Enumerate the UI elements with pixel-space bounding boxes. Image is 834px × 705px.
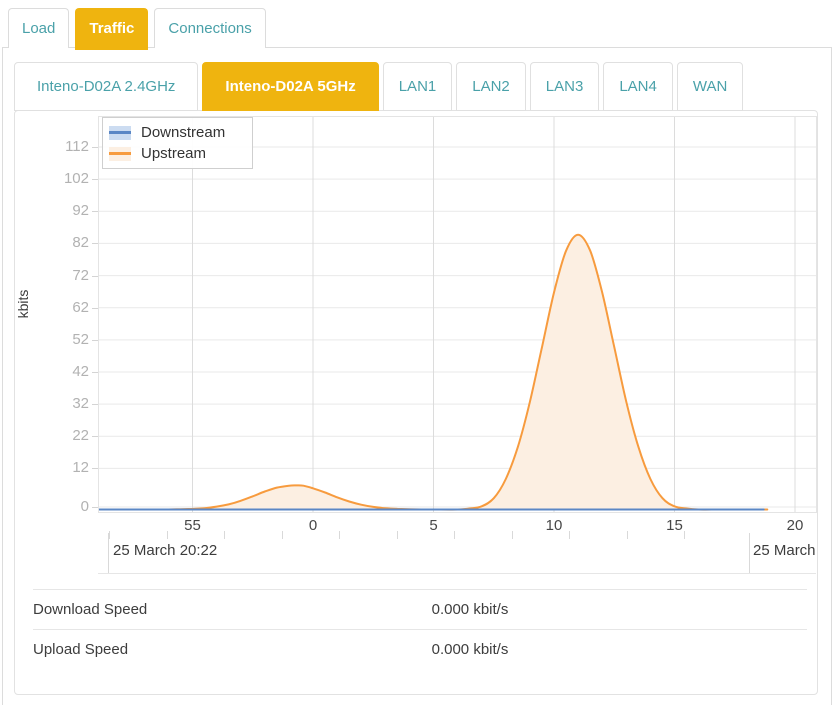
- speed-stats-table: Download Speed 0.000 kbit/s Upload Speed…: [33, 589, 807, 669]
- minor-tick-mark: [626, 531, 628, 539]
- y-tick-label: 12: [72, 459, 89, 477]
- traffic-chart-plot[interactable]: [97, 116, 817, 513]
- main-tab-bar: Load Traffic Connections: [8, 8, 266, 50]
- tab-lan3[interactable]: LAN3: [529, 62, 600, 111]
- legend-label: Upstream: [141, 145, 207, 162]
- tab-wan[interactable]: WAN: [676, 62, 744, 111]
- y-tick-mark: [92, 275, 98, 277]
- legend-label: Downstream: [141, 124, 226, 141]
- y-tick-mark: [92, 307, 98, 309]
- tab-inteno-d02a-5ghz[interactable]: Inteno-D02A 5GHz: [202, 62, 379, 111]
- y-tick-mark: [92, 404, 98, 406]
- range-start-label: 25 March 20:22: [113, 542, 218, 559]
- y-tick-mark: [92, 146, 98, 148]
- traffic-pane: kbits 0 12 22 32 42 52 62 72 82 92 102 112 55 0 5 10 15…: [14, 110, 818, 695]
- chart-legend: Downstream Upstream: [102, 117, 253, 169]
- x-tick-label: 20: [786, 517, 804, 534]
- y-tick-mark: [92, 507, 98, 508]
- tab-traffic[interactable]: Traffic: [75, 8, 149, 50]
- minor-tick-mark: [224, 531, 225, 539]
- x-tick-label: 55: [184, 517, 201, 534]
- upstream-swatch-icon: [109, 146, 131, 161]
- tab-load[interactable]: Load: [8, 8, 70, 48]
- traffic-chart-canvas: [97, 117, 816, 512]
- y-tick-label: 52: [72, 330, 89, 348]
- tab-lan2[interactable]: LAN2: [456, 62, 526, 111]
- y-tick-mark: [92, 211, 98, 213]
- y-tick-label: 72: [72, 266, 89, 284]
- minor-tick-mark: [684, 531, 685, 539]
- minor-tick-mark: [569, 531, 570, 539]
- download-speed-value: 0.000 kbit/s: [431, 601, 509, 618]
- range-divider: [108, 533, 109, 573]
- tab-lan4[interactable]: LAN4: [603, 62, 673, 111]
- x-tick-label: 15: [666, 517, 683, 534]
- x-tick-label: 0: [308, 517, 318, 534]
- table-row: Download Speed 0.000 kbit/s: [33, 589, 807, 629]
- minor-tick-mark: [339, 531, 340, 539]
- minor-tick-mark: [511, 531, 513, 539]
- y-tick-label: 92: [72, 202, 89, 220]
- range-end-label: 25 March: [753, 542, 815, 559]
- x-tick-label: 5: [429, 517, 438, 534]
- downstream-swatch-icon: [109, 125, 131, 140]
- download-speed-label: Download Speed: [33, 601, 148, 618]
- y-tick-label: 102: [63, 170, 89, 188]
- y-tick-mark: [92, 468, 98, 470]
- minor-tick-mark: [281, 531, 283, 539]
- tab-inteno-d02a-24ghz[interactable]: Inteno-D02A 2.4GHz: [14, 62, 199, 111]
- upload-speed-label: Upload Speed: [33, 641, 129, 658]
- interface-tab-bar: Inteno-D02A 2.4GHz Inteno-D02A 5GHz LAN1…: [14, 62, 744, 111]
- tab-lan1[interactable]: LAN1: [382, 62, 453, 111]
- y-tick-label: 22: [72, 427, 89, 445]
- y-tick-mark: [92, 436, 98, 438]
- table-row: Upload Speed 0.000 kbit/s: [33, 629, 807, 669]
- minor-tick-mark: [454, 531, 455, 539]
- range-divider: [749, 533, 750, 573]
- minor-tick-mark: [166, 531, 168, 539]
- x-tick-label: 10: [545, 517, 563, 534]
- tab-connections[interactable]: Connections: [154, 8, 266, 48]
- y-tick-mark: [92, 371, 98, 373]
- minor-tick-mark: [396, 531, 398, 539]
- y-tick-label: 112: [65, 137, 89, 155]
- time-range-strip[interactable]: 25 March 20:22 25 March: [98, 531, 816, 574]
- legend-item-upstream: Upstream: [109, 143, 246, 164]
- y-tick-label: 0: [80, 498, 89, 515]
- y-tick-label: 82: [72, 234, 89, 252]
- y-tick-mark: [92, 339, 98, 341]
- minor-tick-mark: [109, 531, 110, 539]
- legend-item-downstream: Downstream: [109, 122, 246, 143]
- y-tick-label: 42: [72, 362, 89, 380]
- y-tick-mark: [92, 179, 98, 181]
- y-tick-label: 62: [72, 298, 89, 316]
- y-tick-label: 32: [72, 395, 89, 413]
- upload-speed-value: 0.000 kbit/s: [431, 641, 509, 658]
- y-tick-mark: [92, 243, 98, 245]
